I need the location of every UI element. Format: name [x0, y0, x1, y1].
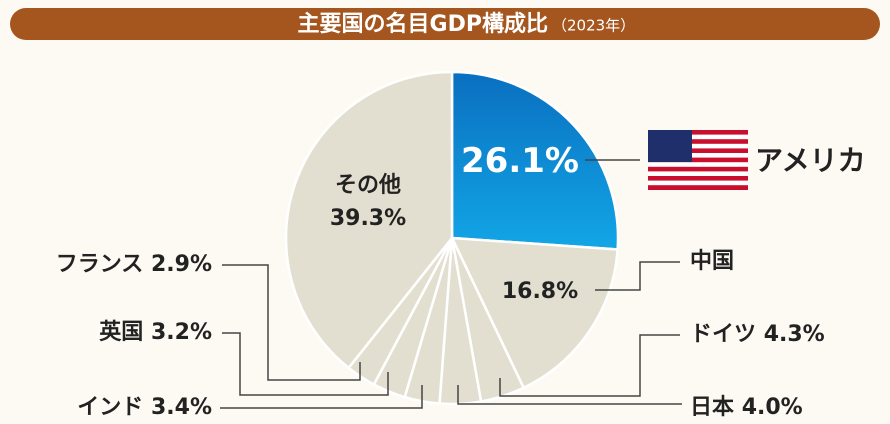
slice-label: ドイツ 4.3% — [690, 322, 825, 347]
leader-line — [457, 385, 682, 405]
category-label: フランス — [56, 252, 144, 277]
slice-label: フランス 2.9% — [56, 252, 212, 277]
slice-label: 日本 4.0% — [690, 395, 803, 420]
chart-title: 主要国の名目GDP構成比 — [298, 11, 548, 37]
leader-line — [220, 385, 423, 409]
slice-label: 英国 3.2% — [99, 320, 212, 345]
category-label: 英国 — [99, 320, 143, 345]
pie-slice — [284, 70, 454, 370]
category-label: ドイツ — [690, 322, 756, 347]
value-label: 4.0% — [742, 395, 803, 420]
title-banner — [10, 8, 880, 40]
value-label: 3.4% — [151, 395, 212, 420]
us-flag — [648, 130, 748, 190]
flag-stripes — [648, 130, 748, 190]
leader-line — [222, 332, 389, 396]
category-label: アメリカ — [755, 144, 866, 177]
slice-label: アメリカ — [755, 144, 866, 177]
category-label: 中国 — [690, 249, 734, 274]
flag-canton — [648, 130, 692, 162]
category-label: 日本 — [690, 395, 734, 420]
value-label: 26.1% — [461, 141, 579, 181]
category-label: その他 — [335, 173, 401, 198]
value-label: 16.8% — [502, 279, 578, 304]
leader-line — [499, 334, 680, 397]
leader-line — [222, 264, 361, 381]
value-label: 3.2% — [151, 320, 212, 345]
slice-label: 中国 — [690, 249, 734, 274]
leader-lines — [220, 159, 682, 409]
slice-label: インド 3.4% — [77, 395, 212, 420]
pie — [284, 70, 620, 406]
slice-label: 39.3% — [330, 206, 406, 231]
category-label: インド — [77, 395, 143, 420]
pie-slice — [449, 236, 619, 390]
value-label: 2.9% — [151, 252, 212, 277]
pie-slice — [450, 70, 620, 251]
value-label: 39.3% — [330, 206, 406, 231]
chart-subtitle: （2023年） — [552, 17, 635, 35]
slice-label: その他 — [335, 173, 401, 198]
slice-label: 26.1% — [461, 141, 579, 181]
slice-label: 16.8% — [502, 279, 578, 304]
leader-line — [595, 261, 680, 291]
value-label: 4.3% — [764, 322, 825, 347]
